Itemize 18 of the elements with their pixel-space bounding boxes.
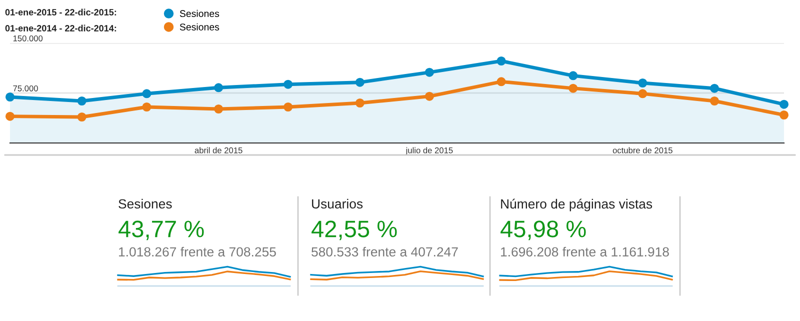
legend-label: Sesiones [180, 10, 220, 18]
x-tick-label: abril de 2015 [194, 147, 242, 154]
text: 1.018.267 frente a 708.255 [119, 246, 276, 257]
text: 01-ene-2015 - 22-dic-2015: [5, 8, 116, 16]
chart-title: Sesiones [118, 198, 172, 209]
chart-title: Usuarios [312, 198, 363, 209]
text: 01-ene-2014 - 22-dic-2014: [5, 24, 116, 32]
y-tick-label: 150.000 [13, 35, 43, 42]
x-tick-label: julio de 2015 [406, 147, 453, 155]
text: 1.696.208 frente a 1.161.918 [501, 246, 669, 257]
x-tick-label: octubre de 2015 [612, 147, 672, 154]
legend-label: Sesiones [180, 23, 220, 30]
y-tick-label: 75.000 [13, 85, 38, 92]
chart-subtitle: 43,77 % [118, 220, 204, 240]
chart-title: Número de páginas vistas [501, 198, 652, 212]
chart-subtitle: 42,55 % [312, 220, 397, 240]
text: 580.533 frente a 407.247 [312, 246, 458, 257]
chart-subtitle: 45,98 % [500, 220, 586, 240]
